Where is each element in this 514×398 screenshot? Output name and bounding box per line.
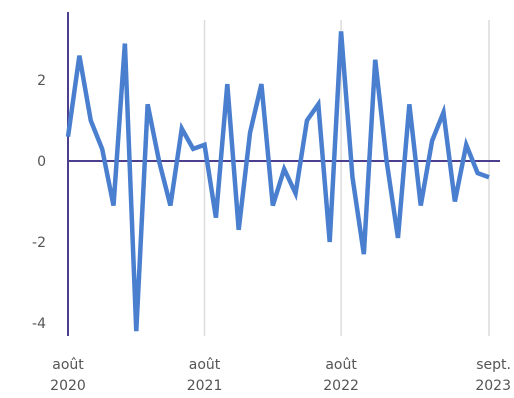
x-axis-ticks: août 2020 août 2021 août 2022 sept. 2023 (50, 357, 511, 394)
y-axis-ticks: 2 0 -2 -4 (32, 73, 46, 332)
series-line (65, 31, 490, 332)
y-tick-label: -4 (32, 316, 46, 332)
x-tick-label-month: août (52, 357, 84, 373)
y-tick-label: -2 (32, 235, 46, 251)
x-tick-label-month: août (325, 357, 357, 373)
x-tick-label-month: août (189, 357, 221, 373)
x-tick-label-month: sept. (476, 357, 511, 373)
y-tick-label: 2 (37, 73, 46, 89)
x-tick-label-year: 2023 (475, 378, 511, 394)
x-tick-label-year: 2022 (323, 378, 359, 394)
x-tick-label-year: 2020 (50, 378, 86, 394)
x-tick-label-year: 2021 (187, 378, 223, 394)
y-tick-label: 0 (37, 154, 46, 170)
